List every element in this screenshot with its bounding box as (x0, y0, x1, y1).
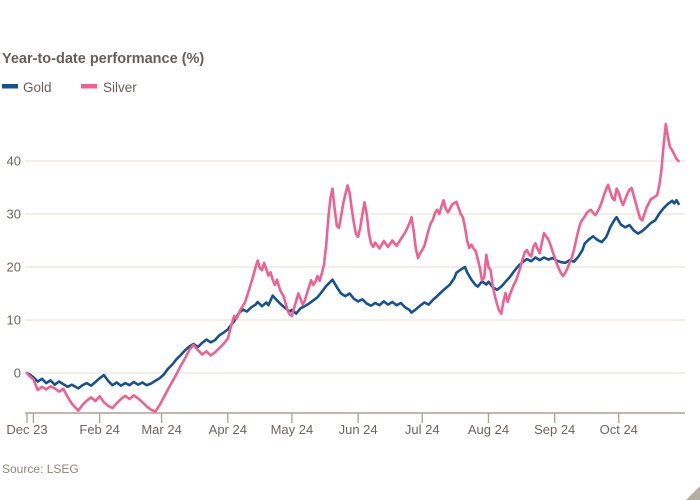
x-tick-label-may-24: May 24 (271, 422, 314, 437)
corner-triangle-icon (686, 486, 700, 500)
y-tick-label-40: 40 (7, 154, 21, 169)
x-tick-label-jun-24: Jun 24 (339, 422, 378, 437)
gold-line (25, 198, 680, 390)
y-tick-label-30: 30 (7, 207, 21, 222)
y-tick-label-0: 0 (14, 366, 21, 381)
x-tick-label-feb-24: Feb 24 (79, 422, 119, 437)
x-tick-label-jul-24: Jul 24 (405, 422, 440, 437)
y-tick-label-10: 10 (7, 313, 21, 328)
x-tick-label-mar-24: Mar 24 (141, 422, 181, 437)
x-tick-label-sep-24: Sep 24 (534, 422, 575, 437)
source-label: Source: LSEG (2, 462, 79, 476)
silver-line (25, 122, 680, 414)
legend-swatch-gold-icon (2, 84, 18, 89)
legend: Gold Silver (2, 80, 137, 95)
x-axis: Dec 23 Feb 24 Mar 24 Apr 24 May 24 Jun 24 Jul … (6, 412, 685, 437)
y-tick-label-20: 20 (7, 260, 21, 275)
x-tick-label-oct-24: Oct 24 (600, 422, 638, 437)
legend-swatch-silver-icon (81, 84, 97, 89)
x-tick-label-aug-24: Aug 24 (468, 422, 509, 437)
chart-title: Year-to-date performance (%) (2, 51, 204, 67)
gridlines (25, 160, 685, 374)
x-tick-label-dec-23: Dec 23 (6, 422, 47, 437)
legend-label-silver: Silver (103, 80, 137, 95)
legend-label-gold: Gold (23, 80, 52, 95)
x-tick-label-apr-24: Apr 24 (209, 422, 247, 437)
y-axis-labels: 0 10 20 30 40 (7, 154, 21, 381)
series-lines (25, 122, 680, 414)
